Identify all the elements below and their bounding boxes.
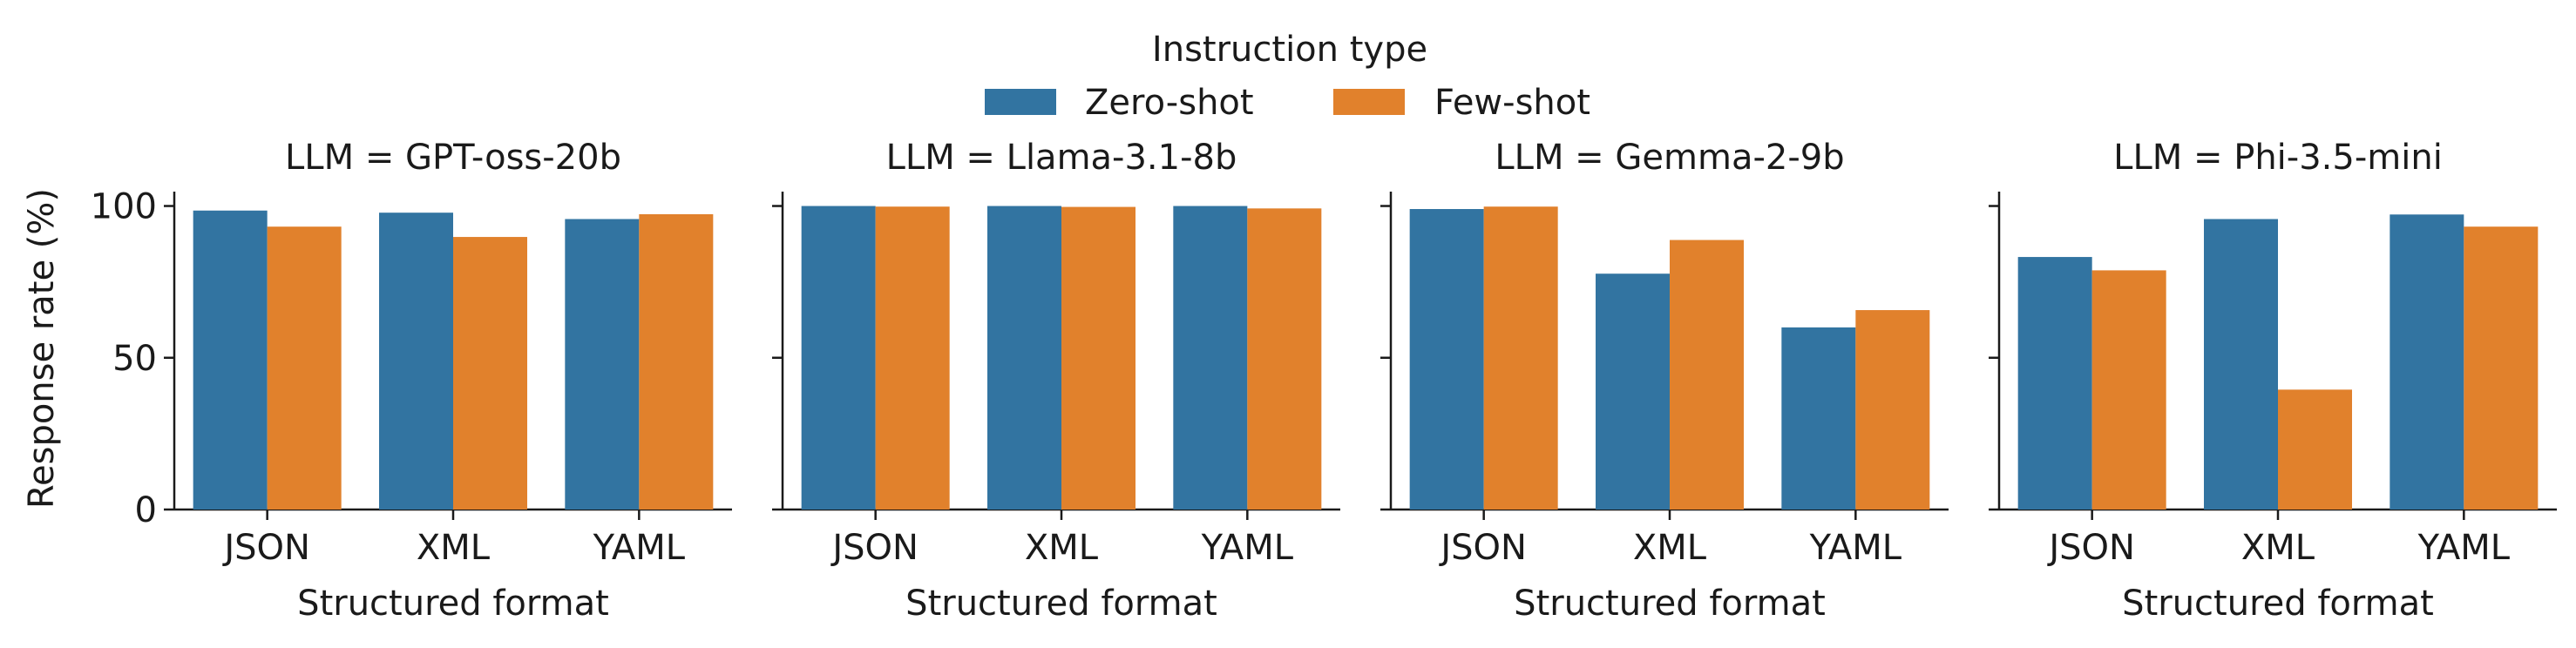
bar-few-shot-xml <box>453 237 527 510</box>
bar-zero-shot-json <box>1409 209 1484 510</box>
y-tick-label: 100 <box>91 187 157 227</box>
bar-few-shot-xml <box>2278 389 2352 510</box>
bar-zero-shot-xml <box>379 213 453 510</box>
panel-title: LLM = Llama-3.1-8b <box>886 138 1237 178</box>
legend-swatch-few-shot <box>1333 89 1405 115</box>
bar-zero-shot-json <box>2017 257 2092 510</box>
bar-few-shot-xml <box>1061 206 1135 510</box>
x-tick-label: XML <box>2241 528 2315 568</box>
bar-few-shot-json <box>1483 206 1558 510</box>
bar-zero-shot-yaml <box>565 219 640 510</box>
legend-title: Instruction type <box>1152 30 1427 70</box>
bar-few-shot-yaml <box>2464 226 2539 510</box>
bar-zero-shot-xml <box>987 206 1061 510</box>
x-tick-label: YAML <box>2417 528 2511 568</box>
x-axis-label: Structured format <box>2122 584 2434 624</box>
bar-few-shot-yaml <box>639 213 714 510</box>
bar-zero-shot-yaml <box>2390 214 2464 510</box>
bar-zero-shot-json <box>193 210 268 510</box>
bar-zero-shot-yaml <box>1173 206 1248 510</box>
panel-title: LLM = Phi-3.5-mini <box>2113 138 2443 178</box>
x-tick-label: XML <box>417 528 491 568</box>
x-tick-label: YAML <box>1201 528 1294 568</box>
bar-zero-shot-yaml <box>1781 327 1856 510</box>
bar-few-shot-yaml <box>1247 208 1322 510</box>
x-tick-label: JSON <box>830 528 919 568</box>
x-tick-label: JSON <box>1438 528 1527 568</box>
panel-title: LLM = GPT-oss-20b <box>285 138 621 178</box>
bar-zero-shot-json <box>801 206 876 510</box>
y-axis-label: Response rate (%) <box>22 188 62 509</box>
legend-label-zero-shot: Zero-shot <box>1085 83 1254 123</box>
x-tick-label: XML <box>1025 528 1099 568</box>
x-axis-label: Structured format <box>1514 584 1826 624</box>
bar-few-shot-xml <box>1670 240 1744 510</box>
bar-zero-shot-xml <box>2204 219 2278 510</box>
x-axis-label: Structured format <box>905 584 1217 624</box>
bar-zero-shot-xml <box>1596 273 1670 510</box>
x-tick-label: JSON <box>2046 528 2135 568</box>
x-tick-label: XML <box>1633 528 1707 568</box>
bar-few-shot-json <box>2091 270 2166 510</box>
y-tick-label: 50 <box>112 339 157 379</box>
x-tick-label: YAML <box>593 528 686 568</box>
x-tick-label: JSON <box>221 528 310 568</box>
x-tick-label: YAML <box>1809 528 1902 568</box>
panel-title: LLM = Gemma-2-9b <box>1495 138 1844 178</box>
y-tick-label: 0 <box>135 490 157 530</box>
bar-few-shot-json <box>875 206 950 510</box>
bar-few-shot-yaml <box>1855 310 1930 510</box>
legend-swatch-zero-shot <box>985 89 1056 115</box>
legend-label-few-shot: Few-shot <box>1434 83 1590 123</box>
bar-few-shot-json <box>267 226 342 510</box>
x-axis-label: Structured format <box>297 584 609 624</box>
legend: Instruction type Zero-shot Few-shot <box>985 30 1590 123</box>
